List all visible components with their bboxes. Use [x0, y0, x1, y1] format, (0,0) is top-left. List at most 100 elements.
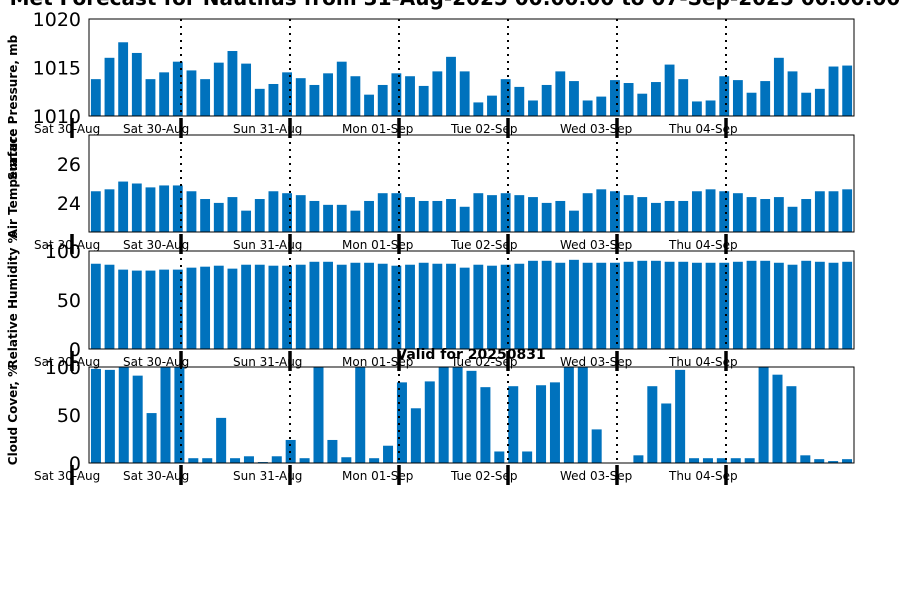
chart-bar — [787, 206, 798, 232]
chart-bar — [418, 200, 429, 232]
y-tick-label: 1010 — [33, 106, 81, 128]
x-tick-label: Wed 03-Sep — [560, 469, 632, 483]
chart-bar — [758, 367, 769, 463]
chart-bar — [828, 66, 839, 116]
chart-bar — [596, 189, 607, 232]
chart-bar — [271, 456, 282, 463]
y-tick-label: 1020 — [33, 9, 81, 31]
title-group: Met Forecast for Nautilus from 31-Aug-20… — [10, 0, 900, 10]
chart-bar — [842, 459, 853, 463]
chart-bar — [438, 367, 449, 463]
chart-bar — [637, 93, 648, 116]
chart-bar — [702, 458, 713, 463]
chart-bar — [480, 387, 491, 463]
chart-bar — [202, 458, 213, 463]
x-tick-label: Tue 02-Sep — [450, 238, 518, 252]
chart-bar — [227, 51, 238, 117]
chart-bar — [213, 202, 224, 232]
y-tick-label: 50 — [57, 290, 81, 312]
chart-bar — [131, 270, 142, 349]
chart-bar — [364, 262, 374, 349]
chart-bar — [323, 204, 333, 232]
x-tick-label: Mon 01-Sep — [342, 355, 413, 369]
chart-bar — [216, 417, 227, 463]
y-tick-label: 100 — [45, 241, 81, 263]
x-tick-label: Sat 30-Aug — [34, 469, 100, 483]
chart-bar — [309, 261, 320, 349]
chart-bar — [131, 52, 142, 116]
chart-bar — [418, 262, 429, 349]
chart-bar — [336, 61, 347, 116]
x-tick-label: Sat 30-Aug — [123, 355, 189, 369]
chart-bar — [118, 269, 129, 349]
chart-bar — [424, 381, 435, 463]
chart-bar — [186, 267, 197, 349]
chart-bar — [473, 193, 484, 232]
chart-bar — [90, 263, 101, 349]
chart-bar — [145, 187, 156, 232]
chart-bar — [282, 265, 292, 349]
chart-bar — [336, 204, 347, 232]
chart-bar — [563, 367, 574, 463]
y-tick-label: 24 — [57, 193, 81, 215]
chart-bar — [227, 268, 238, 349]
chart-bar — [651, 202, 661, 232]
plot-frame — [88, 18, 855, 117]
chart-bar — [678, 261, 689, 349]
chart-bar — [104, 264, 115, 349]
y-tick-label: 0 — [69, 339, 81, 361]
x-tick-label: Thu 04-Sep — [668, 355, 738, 369]
chart-bar — [466, 370, 477, 463]
chart-bar — [341, 457, 352, 463]
chart-panels: Sat 30-Aug Sat 30-Aug Sun 31-Aug Mon 01-Sep… — [6, 9, 855, 485]
chart-bar — [719, 262, 730, 349]
chart-bar — [230, 458, 241, 463]
chart-bar — [569, 259, 579, 349]
chart-bar — [814, 459, 825, 463]
chart-bar — [383, 445, 394, 463]
chart-bar — [800, 455, 811, 463]
chart-bar — [661, 403, 672, 463]
chart-bar — [159, 72, 170, 116]
chart-bar — [391, 265, 402, 349]
chart-bar — [90, 79, 101, 116]
chart-bar — [446, 56, 456, 116]
chart-bar — [675, 369, 686, 463]
x-tick-label: Sat 30-Aug — [34, 355, 100, 369]
chart-bar — [555, 262, 566, 349]
chart-bar — [801, 260, 812, 349]
chart-bar — [391, 73, 402, 116]
chart-bar — [746, 260, 757, 349]
chart-bar — [541, 202, 552, 232]
chart-bar — [243, 456, 254, 463]
chart-panel-4: Sat 30-Aug Sat 30-Aug Sun 31-Aug Mon 01-Sep… — [6, 347, 855, 485]
chart-bar — [90, 191, 101, 232]
chart-bar — [555, 200, 566, 232]
chart-bar — [637, 260, 648, 349]
chart-bar — [487, 265, 497, 349]
chart-bar — [500, 264, 511, 349]
chart-bar — [104, 189, 115, 232]
x-tick-label: Mon 01-Sep — [342, 238, 413, 252]
chart-bar — [327, 439, 338, 463]
chart-bar — [172, 61, 183, 116]
y-tick-label: 100 — [45, 357, 81, 379]
chart-bar — [514, 195, 525, 232]
chart-bar — [188, 458, 199, 463]
chart-bar — [678, 79, 689, 116]
chart-bar — [350, 210, 361, 232]
x-tick-label: Tue 02-Sep — [450, 122, 518, 136]
chart-bar — [719, 191, 730, 232]
x-tick-label: Sat 30-Aug — [34, 238, 100, 252]
x-tick-label: Sun 31-Aug — [233, 469, 302, 483]
chart-bar — [295, 264, 306, 349]
chart-bar — [610, 262, 620, 349]
chart-bar — [459, 71, 470, 116]
chart-bar — [760, 260, 771, 349]
chart-bar — [569, 210, 579, 232]
chart-bar — [528, 260, 538, 349]
chart-bar — [172, 185, 183, 232]
chart-bar — [254, 88, 265, 116]
chart-bar — [268, 191, 279, 232]
chart-bar — [241, 210, 252, 232]
